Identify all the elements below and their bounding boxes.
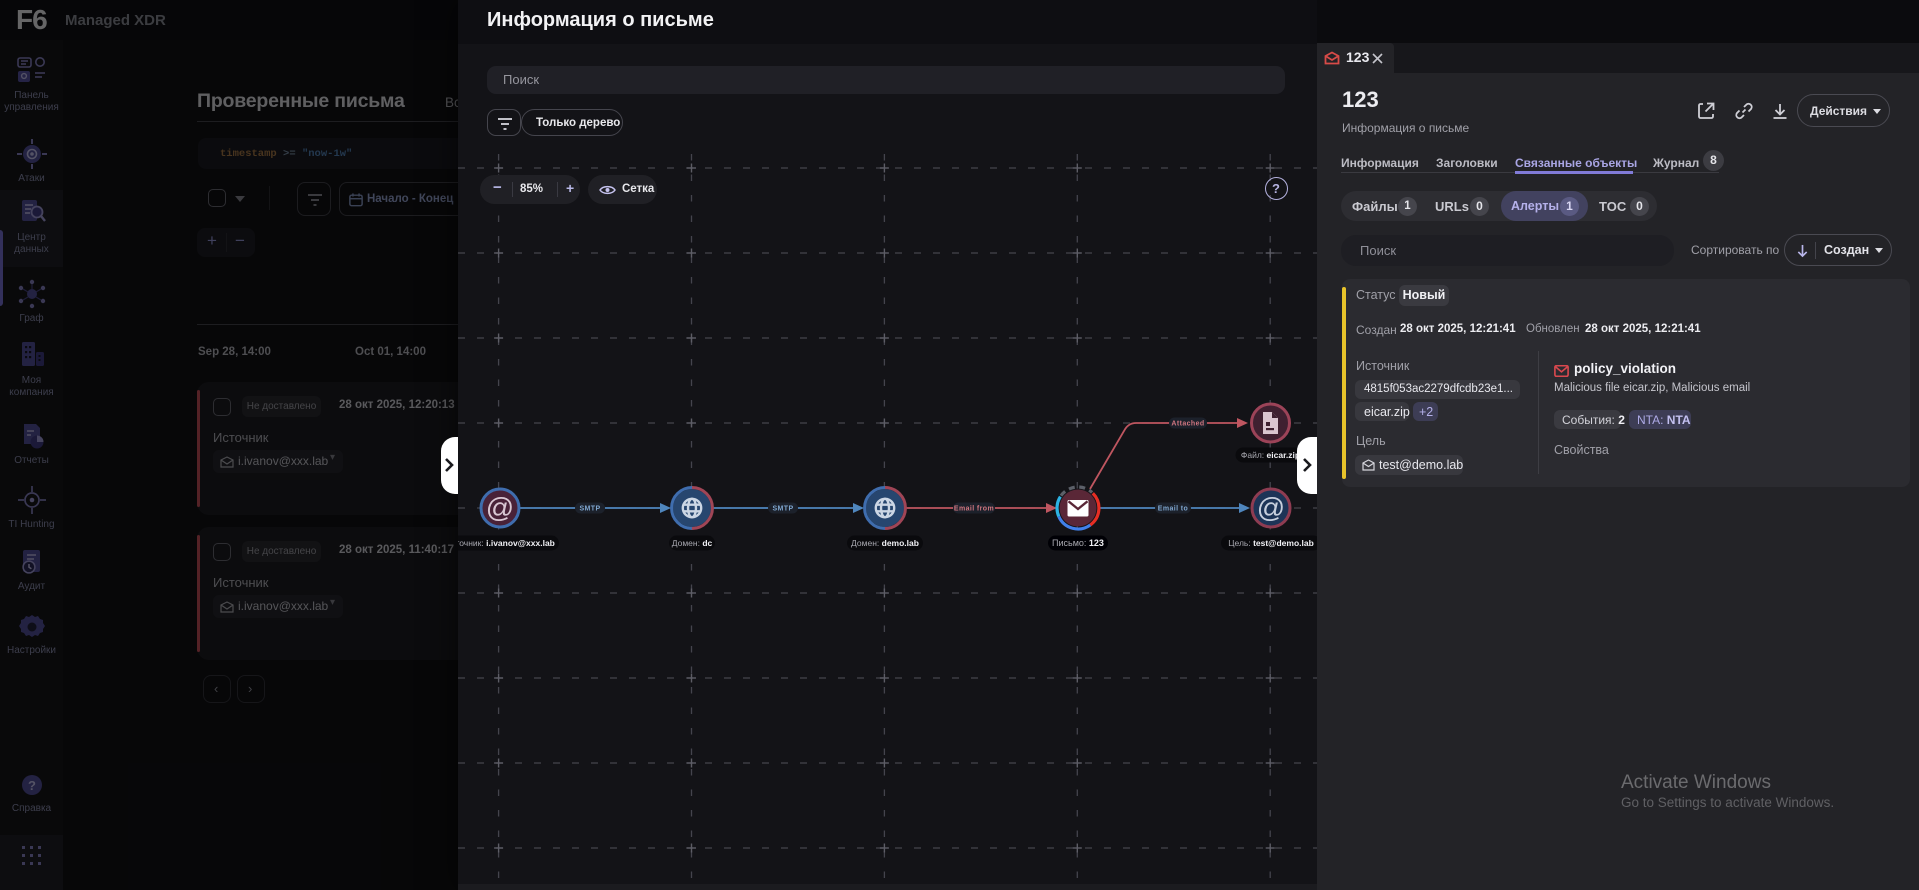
- svg-text:SMTP: SMTP: [579, 506, 600, 513]
- svg-text:Письмо: 123: Письмо: 123: [1052, 538, 1104, 548]
- svg-text:Email to: Email to: [1158, 506, 1188, 513]
- svg-text:Домен: demo.lab: Домен: demo.lab: [851, 538, 919, 548]
- svg-text:@: @: [1257, 492, 1285, 523]
- svg-text:Файл: eicar.zip: Файл: eicar.zip: [1241, 450, 1300, 460]
- svg-text:Домен: dc: Домен: dc: [672, 538, 713, 548]
- svg-text:@: @: [486, 492, 514, 523]
- svg-text:Цель: test@demo.lab: Цель: test@demo.lab: [1228, 538, 1314, 548]
- svg-text:SMTP: SMTP: [772, 506, 793, 513]
- svg-text:Источник: i.ivanov@xxx.lab: Источник: i.ivanov@xxx.lab: [458, 538, 555, 548]
- svg-text:Attached: Attached: [1171, 421, 1204, 428]
- svg-text:Email from: Email from: [954, 506, 994, 513]
